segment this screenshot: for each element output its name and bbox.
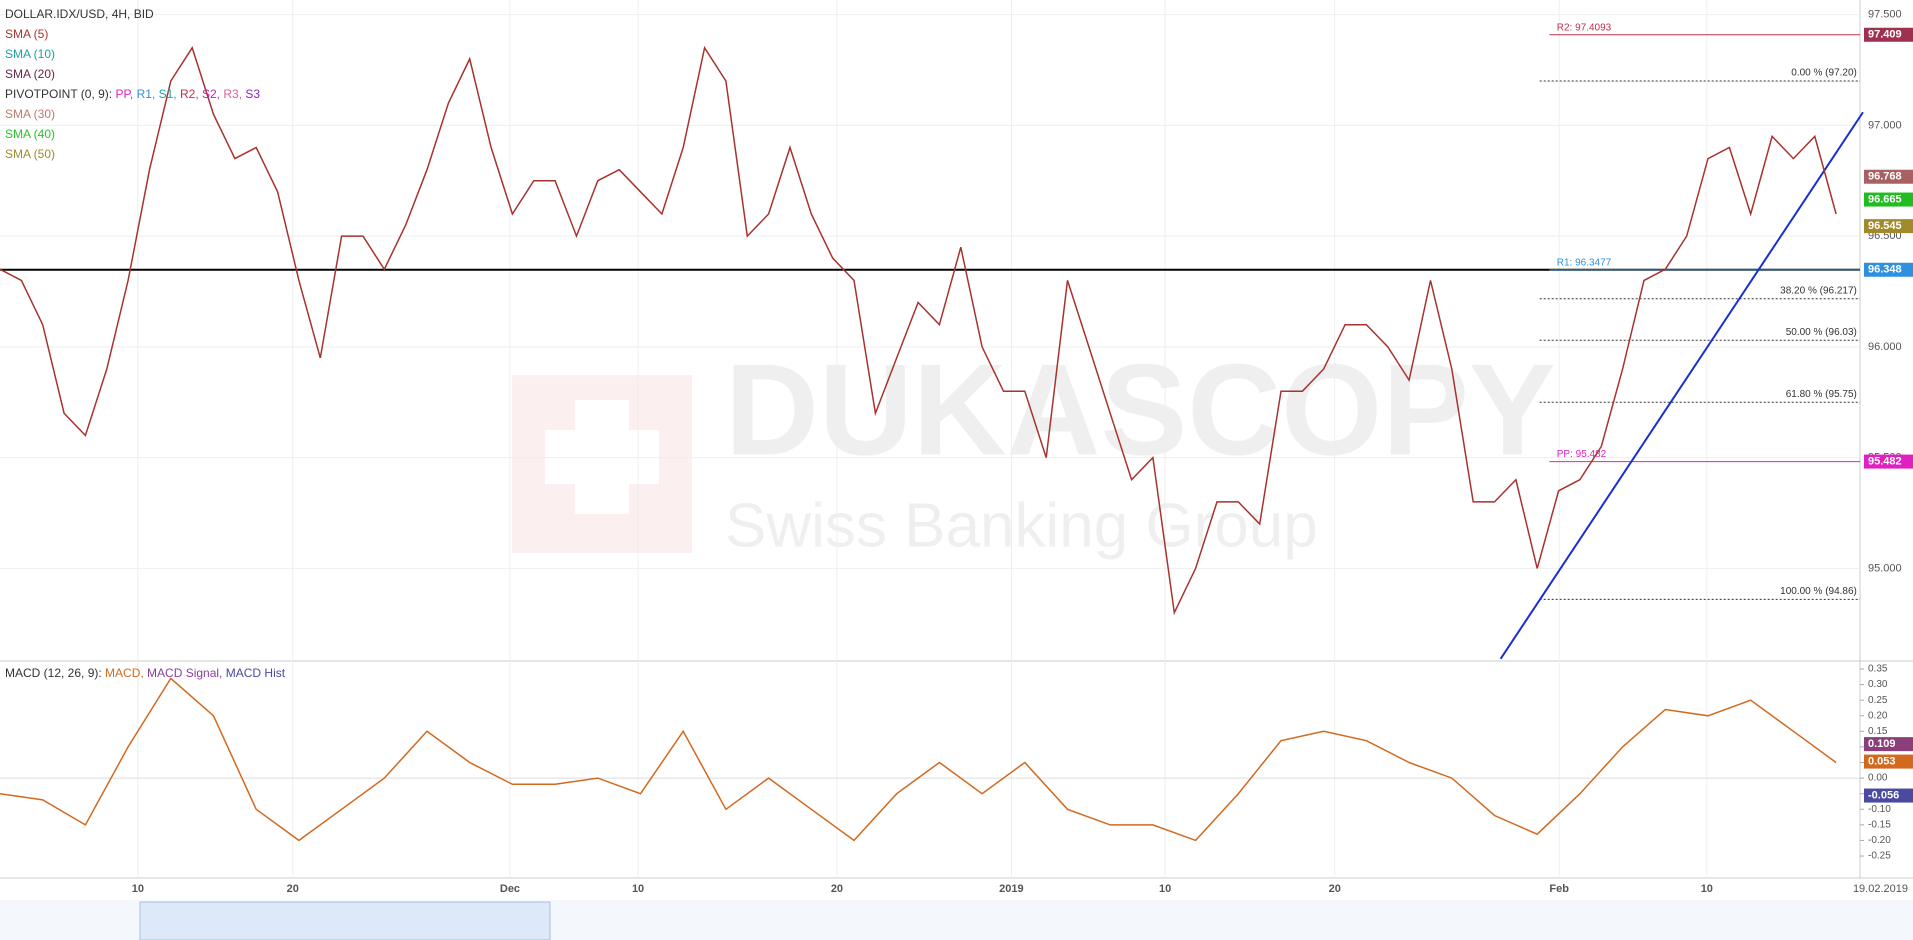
tag-label: 0.109 — [1868, 738, 1896, 750]
tag-box — [1864, 192, 1913, 207]
macd-tick-label: -0.20 — [1868, 835, 1891, 846]
macd-tick-label: 0.00 — [1868, 773, 1888, 784]
date-label: 20 — [287, 883, 299, 895]
pivot-label: PP: 95.482 — [1557, 449, 1607, 460]
price-tick-label: 97.500 — [1868, 9, 1902, 21]
legend-title: DOLLAR.IDX/USD, 4H, BID — [5, 7, 154, 21]
price-line — [0, 45, 1837, 616]
watermark-cross — [575, 400, 629, 514]
price-tag: 97.409 — [1864, 27, 1913, 42]
macd-tick-label: -0.15 — [1868, 819, 1891, 830]
price-tag: 0.053 — [1864, 754, 1913, 769]
date-label: Dec — [500, 883, 520, 895]
tag-box — [1864, 454, 1913, 469]
legend-item: SMA (30) — [5, 107, 55, 121]
legend-part: S2, — [202, 87, 223, 101]
fib-label: 50.00 % (96.03) — [1786, 327, 1857, 338]
legend-part: PIVOTPOINT (0, 9): — [5, 87, 115, 101]
tag-label: 96.348 — [1868, 264, 1902, 276]
legend-part: S1, — [159, 87, 180, 101]
trend-line — [1499, 111, 1864, 660]
tag-label: 97.409 — [1868, 29, 1902, 41]
legend-part: S3 — [245, 87, 260, 101]
tag-label: 96.545 — [1868, 220, 1902, 232]
watermark-brand: DUKASCOPY — [725, 336, 1556, 482]
price-tick-label: 96.000 — [1868, 341, 1902, 353]
macd-tick-label: 0.25 — [1868, 695, 1888, 706]
pivot-label: R1: 96.3477 — [1557, 257, 1612, 268]
pivot-label: R2: 97.4093 — [1557, 22, 1612, 33]
tag-label: 96.665 — [1868, 193, 1902, 205]
price-tag: 0.109 — [1864, 737, 1913, 752]
legend-part: MACD (12, 26, 9): — [5, 666, 105, 680]
legend-line: PIVOTPOINT (0, 9): PP, R1, S1, R2, S2, R… — [5, 87, 260, 101]
macd-tick-label: 0.15 — [1868, 726, 1888, 737]
date-label: 20 — [1329, 883, 1341, 895]
date-label: 10 — [132, 883, 144, 895]
legend-item: SMA (50) — [5, 147, 55, 161]
tag-label: 0.053 — [1868, 755, 1896, 767]
price-tag: 95.482 — [1864, 454, 1913, 469]
date-label: 10 — [1159, 883, 1171, 895]
legend-part: MACD Hist — [226, 666, 286, 680]
legend-line: MACD (12, 26, 9): MACD, MACD Signal, MAC… — [5, 666, 286, 680]
tag-box — [1864, 788, 1913, 803]
price-tick-label: 97.000 — [1868, 119, 1902, 131]
fib-label: 61.80 % (95.75) — [1786, 389, 1857, 400]
legend-item: SMA (40) — [5, 127, 55, 141]
tag-label: -0.056 — [1868, 789, 1899, 801]
watermark-tagline: Swiss Banking Group — [725, 491, 1318, 560]
price-tag: 96.348 — [1864, 262, 1913, 277]
tag-box — [1864, 219, 1913, 234]
legend-item: SMA (20) — [5, 67, 55, 81]
fib-label: 0.00 % (97.20) — [1791, 68, 1857, 79]
legend-part: MACD Signal, — [147, 666, 226, 680]
date-end-label: 19.02.2019 — [1853, 883, 1908, 895]
legend-part: R3, — [223, 87, 245, 101]
watermark-cross — [545, 430, 659, 484]
legend-part: MACD, — [105, 666, 147, 680]
macd-tick-label: 0.35 — [1868, 664, 1888, 675]
price-tag: 96.768 — [1864, 169, 1913, 184]
tag-label: 96.768 — [1868, 171, 1902, 183]
macd-tick-label: 0.20 — [1868, 710, 1888, 721]
date-label: Feb — [1549, 883, 1569, 895]
date-label: 2019 — [999, 883, 1023, 895]
tag-box — [1864, 27, 1913, 42]
date-label: 10 — [1701, 883, 1713, 895]
legend-part: PP, — [115, 87, 136, 101]
navigator-window — [139, 901, 551, 940]
macd-tick-label: 0.30 — [1868, 679, 1888, 690]
tag-box — [1864, 737, 1913, 752]
date-axis: 10 20 Dec 10 20 2019 10 20 Feb 10 19.02.2019 — [132, 883, 1908, 895]
tag-box — [1864, 754, 1913, 769]
date-label: 10 — [632, 883, 644, 895]
tag-box — [1864, 169, 1913, 184]
price-tag: 96.545 — [1864, 219, 1913, 234]
legend-item: SMA (5) — [5, 27, 48, 41]
legend-part: R2, — [180, 87, 202, 101]
macd-tick-label: -0.25 — [1868, 851, 1891, 862]
fib-label: 100.00 % (94.86) — [1780, 586, 1857, 597]
tag-label: 95.482 — [1868, 455, 1902, 467]
tag-box — [1864, 262, 1913, 277]
date-label: 20 — [831, 883, 843, 895]
price-tag: 96.665 — [1864, 192, 1913, 207]
macd-tick-label: -0.10 — [1868, 804, 1891, 815]
legend-item: SMA (10) — [5, 47, 55, 61]
price-tag: -0.056 — [1864, 788, 1913, 803]
legend-part: R1, — [137, 87, 159, 101]
macd-line — [0, 677, 1837, 842]
fib-label: 38.20 % (96.217) — [1780, 285, 1857, 296]
watermark-logo — [512, 375, 692, 553]
price-tick-label: 95.000 — [1868, 562, 1902, 574]
